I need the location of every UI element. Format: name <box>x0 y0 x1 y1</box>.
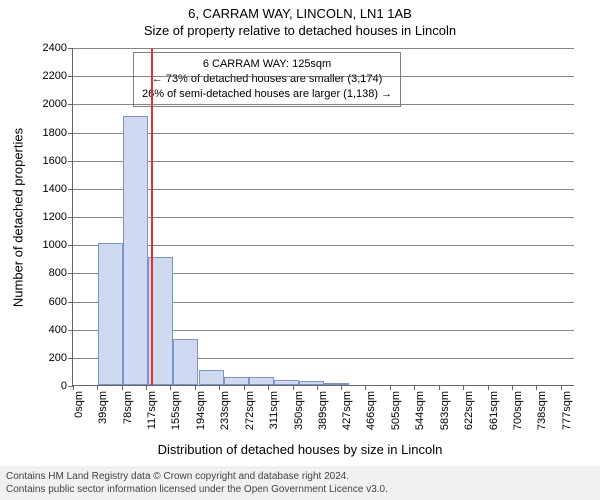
y-tick-label: 800 <box>49 267 73 279</box>
x-tick-label: 622sqm <box>463 391 475 430</box>
x-tick-mark <box>244 385 245 390</box>
x-tick-label: 777sqm <box>561 391 573 430</box>
figure-container: 6, CARRAM WAY, LINCOLN, LN1 1AB Size of … <box>0 0 600 500</box>
x-tick-label: 233sqm <box>219 391 231 430</box>
reference-line <box>151 48 153 385</box>
x-tick-label: 738sqm <box>536 391 548 430</box>
x-tick-label: 466sqm <box>365 391 377 430</box>
callout-line2: ← 73% of detached houses are smaller (3,… <box>142 72 392 87</box>
attribution-line1: Contains HM Land Registry data © Crown c… <box>6 470 594 483</box>
histogram-bar <box>98 243 123 385</box>
x-tick-mark <box>341 385 342 390</box>
x-tick-mark <box>122 385 123 390</box>
histogram-bar <box>274 380 299 385</box>
x-tick-label: 155sqm <box>170 391 182 430</box>
x-tick-label: 194sqm <box>195 391 207 430</box>
y-tick-label: 200 <box>49 352 73 364</box>
y-tick-label: 1400 <box>43 183 73 195</box>
page-subtitle: Size of property relative to detached ho… <box>0 21 600 38</box>
y-tick-label: 1800 <box>43 127 73 139</box>
x-tick-label: 350sqm <box>293 391 305 430</box>
x-tick-label: 0sqm <box>73 391 85 418</box>
x-tick-label: 311sqm <box>268 391 280 429</box>
attribution-box: Contains HM Land Registry data © Crown c… <box>0 466 600 500</box>
y-tick-label: 1600 <box>43 155 73 167</box>
x-tick-label: 427sqm <box>341 391 353 430</box>
x-tick-mark <box>268 385 269 390</box>
grid-line <box>73 76 574 77</box>
histogram-bar <box>173 339 198 385</box>
page-title: 6, CARRAM WAY, LINCOLN, LN1 1AB <box>0 0 600 21</box>
x-tick-mark <box>219 385 220 390</box>
x-tick-mark <box>317 385 318 390</box>
x-tick-label: 505sqm <box>390 391 402 430</box>
x-tick-label: 389sqm <box>317 391 329 430</box>
grid-line <box>73 48 574 49</box>
x-tick-mark <box>439 385 440 390</box>
y-tick-label: 2400 <box>43 42 73 54</box>
x-tick-mark <box>365 385 366 390</box>
x-tick-mark <box>97 385 98 390</box>
callout-box: 6 CARRAM WAY: 125sqm ← 73% of detached h… <box>133 52 401 107</box>
x-tick-mark <box>293 385 294 390</box>
y-tick-label: 2000 <box>43 98 73 110</box>
x-tick-mark <box>536 385 537 390</box>
x-tick-label: 583sqm <box>439 391 451 430</box>
callout-line3: 26% of semi-detached houses are larger (… <box>142 87 392 102</box>
histogram-bar <box>299 381 324 385</box>
y-tick-label: 400 <box>49 324 73 336</box>
x-tick-label: 39sqm <box>97 391 109 424</box>
x-tick-mark <box>146 385 147 390</box>
histogram-bar <box>324 383 349 385</box>
y-tick-label: 600 <box>49 296 73 308</box>
x-tick-label: 272sqm <box>244 391 256 430</box>
attribution-line2: Contains public sector information licen… <box>6 483 594 496</box>
chart-plot-area: 6 CARRAM WAY: 125sqm ← 73% of detached h… <box>72 48 574 386</box>
x-tick-label: 117sqm <box>146 391 158 429</box>
x-tick-mark <box>488 385 489 390</box>
x-tick-label: 544sqm <box>414 391 426 430</box>
histogram-bar <box>249 377 274 385</box>
histogram-bar <box>199 370 224 385</box>
x-tick-mark <box>414 385 415 390</box>
x-tick-mark <box>73 385 74 390</box>
y-tick-label: 1000 <box>43 239 73 251</box>
x-tick-label: 78sqm <box>122 391 134 424</box>
x-tick-mark <box>561 385 562 390</box>
histogram-bar <box>224 377 249 385</box>
x-tick-label: 661sqm <box>488 391 500 430</box>
x-tick-mark <box>390 385 391 390</box>
y-axis-label: Number of detached properties <box>11 118 26 318</box>
x-tick-mark <box>195 385 196 390</box>
x-tick-mark <box>170 385 171 390</box>
grid-line <box>73 104 574 105</box>
x-axis-label: Distribution of detached houses by size … <box>0 442 600 457</box>
y-tick-label: 2200 <box>43 70 73 82</box>
callout-line1: 6 CARRAM WAY: 125sqm <box>142 57 392 72</box>
x-tick-mark <box>512 385 513 390</box>
x-tick-label: 700sqm <box>512 391 524 430</box>
x-tick-mark <box>463 385 464 390</box>
y-tick-label: 1200 <box>43 211 73 223</box>
y-tick-label: 0 <box>61 380 73 392</box>
histogram-bar <box>123 116 148 385</box>
